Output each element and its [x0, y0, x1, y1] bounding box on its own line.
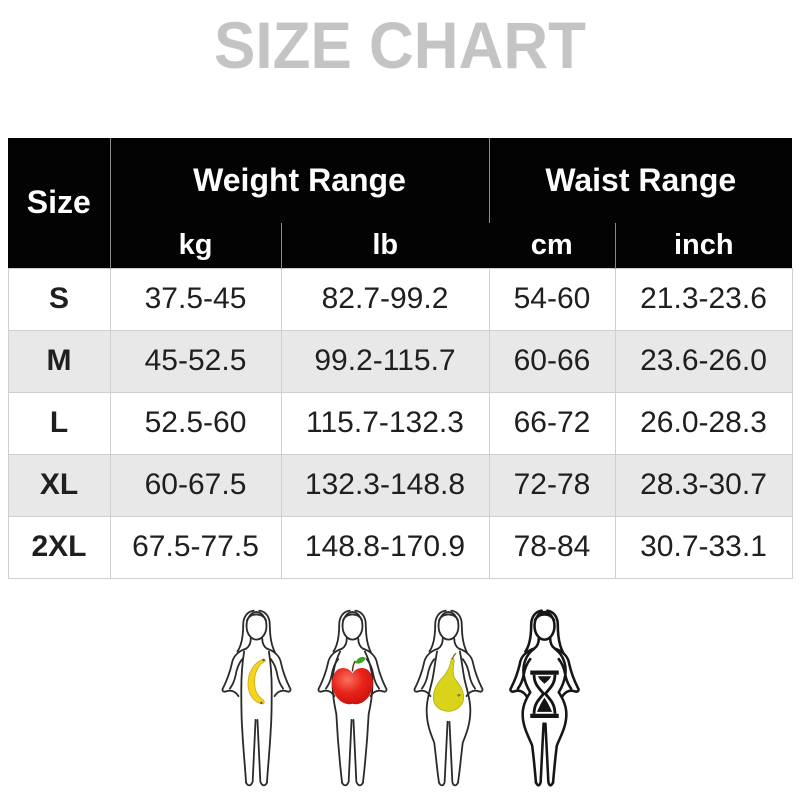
table-row: XL 60-67.5 132.3-148.8 72-78 28.3-30.7	[7, 453, 793, 517]
cell-size: 2XL	[7, 515, 111, 579]
female-silhouette	[317, 609, 387, 786]
cell-kg: 60-67.5	[109, 453, 282, 517]
cell-cm: 78-84	[488, 515, 616, 579]
header-waist-range: Waist Range	[489, 138, 792, 223]
cell-lb: 115.7-132.3	[280, 391, 490, 455]
cell-lb: 132.3-148.8	[280, 453, 490, 517]
female-silhouette	[413, 609, 483, 786]
table-row: L 52.5-60 115.7-132.3 66-72 26.0-28.3	[7, 391, 793, 455]
cell-kg: 37.5-45	[109, 267, 282, 331]
page-title: SIZE CHART	[214, 9, 586, 84]
header-unit-inch: inch	[615, 223, 792, 268]
cell-inch: 21.3-23.6	[614, 267, 793, 331]
female-silhouette	[221, 609, 291, 786]
header-weight-range: Weight Range	[110, 138, 490, 223]
cell-inch: 26.0-28.3	[614, 391, 793, 455]
body-type-figures	[0, 604, 800, 794]
hourglass-icon	[529, 670, 559, 718]
cell-kg: 45-52.5	[109, 329, 282, 393]
cell-inch: 30.7-33.1	[614, 515, 793, 579]
cell-size: L	[7, 391, 111, 455]
cell-inch: 23.6-26.0	[614, 329, 793, 393]
figure-pear-body-type	[413, 609, 483, 786]
cell-cm: 54-60	[488, 267, 616, 331]
cell-size: XL	[7, 453, 111, 517]
cell-kg: 67.5-77.5	[109, 515, 282, 579]
size-chart-table: Size Weight Range Waist Range kg lb cm i…	[7, 138, 793, 579]
size-chart-page: SIZE CHART Size Weight Range Waist Range…	[0, 9, 800, 812]
table-row: M 45-52.5 99.2-115.7 60-66 23.6-26.0	[7, 329, 793, 393]
header-unit-lb: lb	[281, 223, 489, 268]
female-silhouette	[508, 608, 580, 787]
figure-apple-body-type	[317, 609, 387, 786]
cell-kg: 52.5-60	[109, 391, 282, 455]
cell-lb: 82.7-99.2	[280, 267, 490, 331]
table-header: Size Weight Range Waist Range kg lb cm i…	[8, 138, 792, 268]
figure-hourglass-body-type	[508, 608, 580, 787]
banana-icon	[247, 658, 266, 704]
header-unit-cm: cm	[489, 223, 616, 268]
pear-icon	[432, 652, 464, 712]
header-group-row: Size Weight Range Waist Range	[8, 138, 792, 268]
cell-cm: 60-66	[488, 329, 616, 393]
apple-icon	[331, 656, 373, 704]
cell-size: M	[7, 329, 111, 393]
cell-inch: 28.3-30.7	[614, 453, 793, 517]
cell-cm: 66-72	[488, 391, 616, 455]
header-size: Size	[8, 138, 111, 268]
table-row: S 37.5-45 82.7-99.2 54-60 21.3-23.6	[7, 267, 793, 331]
header-units-row: kg lb cm inch	[8, 223, 792, 268]
table-body: S 37.5-45 82.7-99.2 54-60 21.3-23.6 M 45…	[7, 267, 793, 579]
cell-lb: 99.2-115.7	[280, 329, 490, 393]
cell-lb: 148.8-170.9	[280, 515, 490, 579]
table-row: 2XL 67.5-77.5 148.8-170.9 78-84 30.7-33.…	[7, 515, 793, 579]
figure-banana-body-type	[221, 609, 291, 786]
cell-size: S	[7, 267, 111, 331]
cell-cm: 72-78	[488, 453, 616, 517]
header-unit-kg: kg	[110, 223, 282, 268]
